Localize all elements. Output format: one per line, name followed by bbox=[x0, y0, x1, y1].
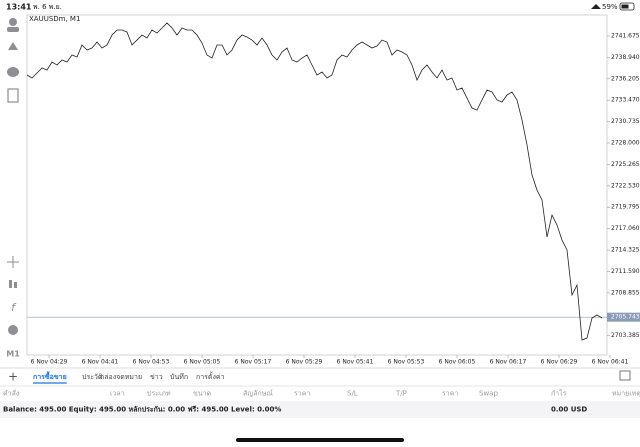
x-tick-label: 6 Nov 05:41 bbox=[337, 359, 374, 366]
column-header: S/L bbox=[347, 390, 358, 398]
chat-icon[interactable] bbox=[7, 67, 19, 77]
timeframe-button[interactable]: M1 bbox=[6, 350, 20, 359]
y-tick-label: 2741.675 bbox=[611, 33, 640, 40]
tab[interactable]: ข่าว bbox=[150, 373, 163, 381]
x-tick-label: 6 Nov 05:53 bbox=[388, 359, 425, 366]
y-tick-label: 2722.530 bbox=[611, 182, 640, 189]
y-tick-label: 2708.855 bbox=[611, 289, 640, 296]
x-tick-label: 6 Nov 06:29 bbox=[541, 359, 578, 366]
column-header: Swap bbox=[479, 390, 498, 398]
home-indicator bbox=[236, 438, 404, 442]
chart-type-icon[interactable] bbox=[9, 280, 12, 288]
chart-frame bbox=[26, 14, 608, 356]
column-header: ประเภท bbox=[147, 390, 171, 398]
y-tick-label: 2719.795 bbox=[611, 204, 640, 211]
account-summary: Balance: 495.00 Equity: 495.00 หลักประกั… bbox=[3, 406, 281, 414]
y-tick-label: 2711.590 bbox=[611, 268, 640, 275]
tab[interactable]: การซื้อขาย bbox=[33, 370, 67, 381]
x-tick-label: 6 Nov 05:29 bbox=[286, 359, 323, 366]
chart-title: XAUUSDm, M1 bbox=[29, 15, 80, 23]
status-time: 13:41 bbox=[6, 3, 32, 12]
x-tick-label: 6 Nov 05:17 bbox=[235, 359, 272, 366]
y-tick-label: 2736.205 bbox=[611, 75, 640, 82]
y-tick-label: 2725.265 bbox=[611, 161, 640, 168]
current-price-label: 2705.743 bbox=[611, 314, 640, 321]
tab[interactable]: กล่องจดหมาย bbox=[100, 373, 142, 381]
account-bar bbox=[0, 401, 640, 418]
price-line bbox=[26, 22, 603, 341]
column-header: คำสั่ง bbox=[3, 389, 19, 398]
status-date: พ. 6 พ.ย. bbox=[33, 3, 62, 11]
account-total: 0.00 USD bbox=[551, 406, 587, 414]
column-header: หมายเหตุ bbox=[612, 390, 640, 398]
column-header: เวลา bbox=[110, 390, 125, 398]
column-header: ราคา bbox=[442, 390, 458, 398]
y-tick-label: 2728.000 bbox=[611, 140, 640, 147]
column-header: ราคา bbox=[294, 390, 310, 398]
tab[interactable]: การตั้งค่า bbox=[196, 370, 225, 381]
y-tick-label: 2714.325 bbox=[611, 247, 640, 254]
trade-icon[interactable] bbox=[8, 42, 18, 50]
tab[interactable]: บันทึก bbox=[170, 372, 188, 381]
y-tick-label: 2733.470 bbox=[611, 97, 640, 104]
y-tick-label: 2738.940 bbox=[611, 54, 640, 61]
x-tick-label: 6 Nov 04:29 bbox=[31, 359, 68, 366]
y-tick-label: 2703.385 bbox=[611, 332, 640, 339]
layout-icon[interactable] bbox=[619, 370, 631, 381]
y-tick-label: 2730.735 bbox=[611, 118, 640, 125]
wifi-icon bbox=[591, 4, 601, 9]
x-tick-label: 6 Nov 04:41 bbox=[82, 359, 119, 366]
crosshair-icon[interactable] bbox=[7, 256, 19, 268]
battery-fill bbox=[621, 4, 629, 9]
column-header: สัญลักษณ์ bbox=[243, 390, 273, 398]
objects-icon[interactable] bbox=[8, 325, 18, 335]
column-header: T/P bbox=[395, 390, 407, 398]
column-header: กำไร bbox=[551, 389, 567, 398]
add-button[interactable]: + bbox=[8, 370, 18, 384]
battery-level: 59% bbox=[602, 3, 618, 11]
column-header: ขนาด bbox=[193, 390, 211, 398]
left-toolbar: f M1 bbox=[6, 18, 20, 359]
x-tick-label: 6 Nov 06:17 bbox=[490, 359, 527, 366]
tabs: การซื้อขาย ประวัติกล่องจดหมาย ข่าว บันทึก กา… bbox=[33, 370, 225, 384]
x-tick-label: 6 Nov 04:53 bbox=[133, 359, 170, 366]
table-header: คำสั่ง เวลา ประเภท ขนาด สัญลักษณ์ ราคา S/L T/P ร… bbox=[3, 389, 640, 398]
account-icon[interactable] bbox=[9, 18, 17, 26]
current-price-box bbox=[607, 312, 640, 322]
battery-icon bbox=[619, 2, 635, 11]
y-tick-label: 2717.060 bbox=[611, 225, 640, 232]
chart-type-icon-b bbox=[14, 282, 17, 288]
x-tick-label: 6 Nov 06:05 bbox=[439, 359, 476, 366]
indicators-icon[interactable]: f bbox=[11, 301, 17, 314]
account-icon-body bbox=[7, 27, 19, 32]
new-order-icon[interactable] bbox=[7, 88, 19, 103]
x-tick-label: 6 Nov 06:41 bbox=[592, 359, 629, 366]
x-tick-label: 6 Nov 05:05 bbox=[184, 359, 221, 366]
tab[interactable]: ประวัติ bbox=[82, 373, 103, 381]
